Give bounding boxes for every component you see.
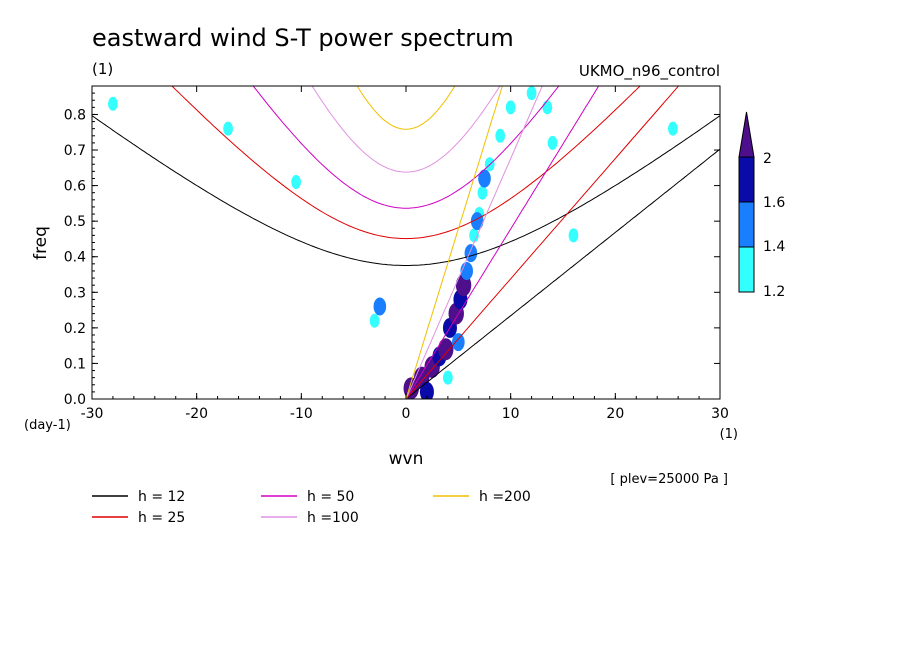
y-tick-label: 0.4 [64,250,86,266]
dispersion-curves [92,86,720,399]
legend-label-4: h =200 [479,489,531,505]
gravity-curve-1 [171,86,641,240]
shading-cell-30 [478,169,491,188]
chart-subtitle-left: (1) [92,60,113,78]
legend-label-3: h =100 [307,510,359,526]
shading-cell-4 [438,338,454,361]
x-axis-ticks: -30 -20 -10 0 10 20 30 [81,86,729,422]
gravity-curve-2 [252,86,560,209]
x-tick-label: -30 [81,406,104,422]
y-tick-label: 0.8 [64,107,86,123]
chart-subtitle-right: UKMO_n96_control [579,62,720,81]
shading-cell-27 [291,175,301,190]
shading-cell-21 [369,313,380,328]
x-tick-label: -20 [185,406,208,422]
shading-cell-31 [470,212,484,231]
plot-frame [91,85,721,400]
shading-cell-23 [568,228,579,243]
x-axis-unit: (1) [720,427,738,442]
colorbar-box-2 [738,156,755,203]
legend: h = 12 h = 25 h = 50 h =100 h =200 [92,489,531,526]
legend-label-0: h = 12 [138,489,185,505]
chart-title: eastward wind S-T power spectrum [92,24,514,52]
x-tick-label: -10 [290,406,313,422]
gravity-curve-3 [311,86,501,173]
y-axis-label: freq [31,226,51,260]
shading-cell-26 [223,121,233,136]
y-axis-ticks: 0.0 0.1 0.2 0.3 0.4 0.5 0.6 0.7 0.8 [64,92,720,408]
colorbar-label: 2 [763,151,772,167]
shading-cell-29 [526,86,537,101]
colorbar-box-0 [738,246,755,293]
x-tick-label: 0 [402,406,411,422]
y-tick-label: 0.5 [64,214,86,230]
rossby-curve-0 [403,398,406,399]
shading-cell-16 [505,100,516,115]
shading-cell-13 [477,185,488,200]
shading-cell-28 [668,121,678,136]
kelvin-curve-4 [405,86,503,399]
x-tick-label: 20 [606,406,624,422]
rossby-curve-4 [405,398,406,399]
colorbar-label: 1.6 [763,195,785,211]
shading-cell-15 [495,128,506,143]
y-tick-label: 0.7 [64,143,86,159]
legend-label-1: h = 25 [138,510,185,526]
y-tick-label: 0.0 [64,392,86,408]
kelvin-curve-0 [405,148,720,399]
kelvin-curve-2 [405,86,600,399]
x-axis-label: wvn [389,449,424,469]
shading-cell-20 [373,297,387,316]
y-tick-label: 0.2 [64,321,86,337]
shading-cell-22 [547,135,558,150]
x-tick-label: 10 [502,406,520,422]
shading-cell-18 [419,381,434,399]
shading-cell-19 [442,370,453,385]
gravity-curve-4 [356,86,456,130]
y-tick-label: 0.6 [64,179,86,195]
rossby-curve-3 [405,398,406,399]
y-axis-unit: (day-1) [24,418,71,433]
shading-cell-11 [469,228,479,243]
shading-cell-25 [108,96,118,111]
x-tick-label: 30 [711,406,729,422]
y-tick-label: 0.1 [64,356,86,372]
shading-cell-24 [542,100,553,115]
colorbar-label: 1.2 [763,284,785,300]
rossby-curve-2 [404,398,406,399]
shading-cell-17 [452,333,465,352]
level-annotation: [ plev=25000 Pa ] [610,472,728,487]
colorbar-box-1 [738,201,755,248]
colorbar-arrow [738,111,755,158]
kelvin-curve-1 [405,86,680,399]
kelvin-curve-3 [405,86,543,399]
colorbar: 1.2 1.4 1.6 2 [738,111,785,300]
rossby-curve-1 [404,398,406,399]
gravity-curve-0 [92,115,720,266]
y-tick-label: 0.3 [64,285,86,301]
legend-label-2: h = 50 [307,489,354,505]
colorbar-label: 1.4 [763,239,785,255]
spectral-shading [108,86,678,399]
